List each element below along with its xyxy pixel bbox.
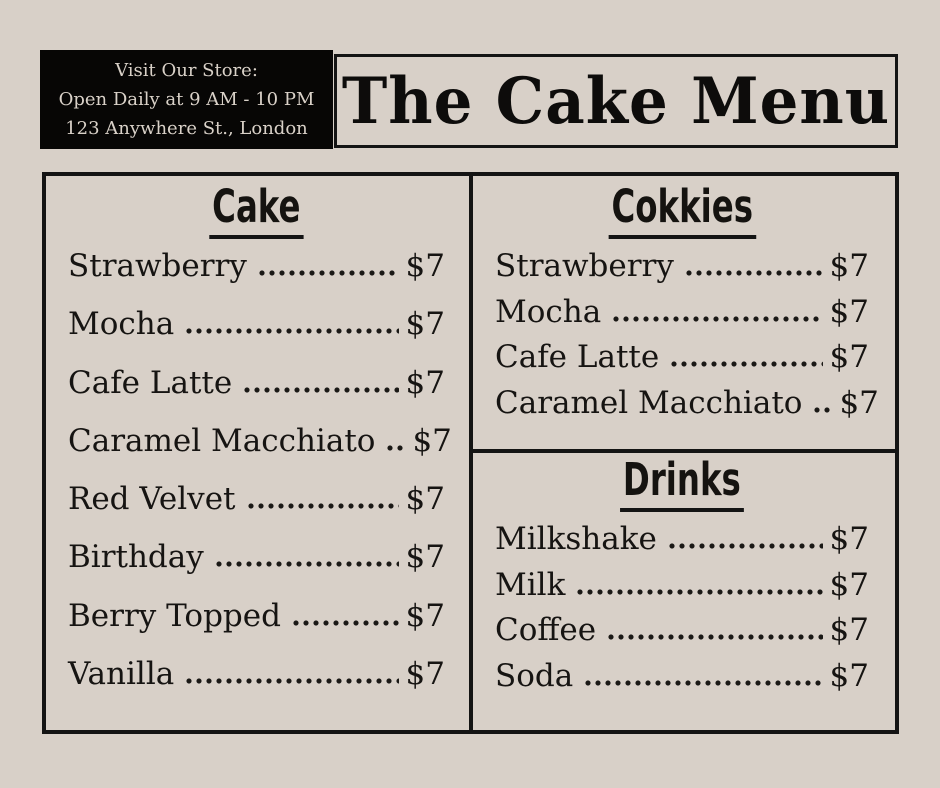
dot-leader (683, 270, 823, 276)
menu-item-row: Caramel Macchiato $7 (495, 385, 879, 431)
item-name: Coffee (495, 612, 597, 649)
dot-leader (184, 328, 399, 335)
section-cokkies: Cokkies Strawberry $7 Mocha $7 Cafe Latt… (473, 176, 895, 453)
section-heading-text: Drinks (620, 455, 744, 512)
item-price: $7 (829, 339, 869, 376)
item-name: Caramel Macchiato (68, 422, 376, 459)
item-name: Strawberry (68, 248, 247, 284)
store-info-line: Open Daily at 9 AM - 10 PM (58, 89, 315, 110)
section-heading: Cokkies (495, 182, 869, 244)
menu-item-row: Red Velvet $7 (68, 481, 445, 539)
item-price: $7 (829, 566, 869, 603)
item-price: $7 (405, 248, 445, 284)
section-heading-text: Cake (209, 182, 304, 239)
item-price: $7 (839, 385, 879, 422)
dot-leader (606, 634, 823, 641)
item-name: Berry Topped (68, 597, 281, 634)
menu-item-row: Berry Topped $7 (68, 598, 445, 656)
menu-item-row: Mocha $7 (495, 294, 869, 340)
item-name: Cafe Latte (68, 364, 233, 401)
item-price: $7 (829, 521, 869, 557)
item-name: Cafe Latte (495, 339, 660, 376)
menu-item-row: Strawberry $7 (495, 248, 869, 294)
dot-leader (611, 315, 823, 322)
section-drinks: Drinks Milkshake $7 Milk $7 Coffee $7 (473, 453, 895, 730)
item-price: $7 (829, 248, 869, 284)
item-name: Strawberry (495, 248, 674, 284)
item-name: Caramel Macchiato (495, 385, 803, 422)
menu-item-row: Coffee $7 (495, 612, 869, 658)
item-price: $7 (829, 612, 869, 649)
store-info-line: 123 Anywhere St., London (65, 118, 308, 139)
store-info-line: Visit Our Store: (115, 60, 258, 81)
dot-leader (256, 270, 399, 276)
item-price: $7 (412, 422, 452, 459)
item-price: $7 (405, 656, 445, 693)
menu-item-row: Mocha $7 (68, 306, 445, 364)
item-name: Mocha (68, 306, 175, 343)
dot-leader (583, 680, 823, 687)
store-info-panel: Visit Our Store: Open Daily at 9 AM - 10… (40, 50, 333, 149)
section-heading: Cake (68, 182, 445, 244)
section-cake: Cake Strawberry $7 Mocha $7 Cafe Latte $… (46, 176, 473, 730)
item-price: $7 (405, 539, 445, 576)
menu-item-row: Caramel Macchiato $7 (68, 422, 452, 481)
dot-leader (213, 561, 399, 568)
item-name: Soda (495, 658, 574, 695)
item-price: $7 (405, 364, 445, 401)
menu-item-row: Vanilla $7 (68, 656, 445, 714)
dot-leader (184, 678, 399, 685)
item-price: $7 (405, 306, 445, 343)
item-name: Mocha (495, 293, 602, 330)
menu-board: Cake Strawberry $7 Mocha $7 Cafe Latte $… (42, 172, 899, 734)
menu-item-row: Cafe Latte $7 (495, 339, 869, 385)
dot-leader (575, 588, 823, 595)
dot-leader (812, 407, 833, 414)
dot-leader (666, 543, 823, 549)
section-heading: Drinks (495, 455, 869, 517)
menu-item-row: Milkshake $7 (495, 521, 869, 567)
menu-item-row: Soda $7 (495, 658, 869, 704)
dot-leader (290, 619, 399, 626)
item-name: Vanilla (68, 656, 175, 693)
dot-leader (669, 361, 823, 368)
title-box: The Cake Menu (334, 54, 898, 148)
menu-item-row: Milk $7 (495, 567, 869, 613)
item-price: $7 (405, 597, 445, 634)
item-name: Red Velvet (68, 481, 236, 518)
section-heading-text: Cokkies (608, 182, 756, 239)
item-name: Milk (495, 566, 566, 603)
dot-leader (245, 503, 399, 510)
menu-item-row: Birthday $7 (68, 539, 445, 597)
menu-item-row: Strawberry $7 (68, 248, 445, 306)
right-column: Cokkies Strawberry $7 Mocha $7 Cafe Latt… (473, 176, 895, 730)
dot-leader (385, 444, 406, 451)
menu-item-row: Cafe Latte $7 (68, 365, 445, 423)
menu-title: The Cake Menu (341, 64, 891, 138)
item-price: $7 (829, 658, 869, 695)
item-name: Milkshake (495, 521, 657, 557)
item-name: Birthday (68, 539, 204, 576)
dot-leader (242, 386, 399, 393)
item-price: $7 (405, 481, 445, 518)
item-price: $7 (829, 293, 869, 330)
